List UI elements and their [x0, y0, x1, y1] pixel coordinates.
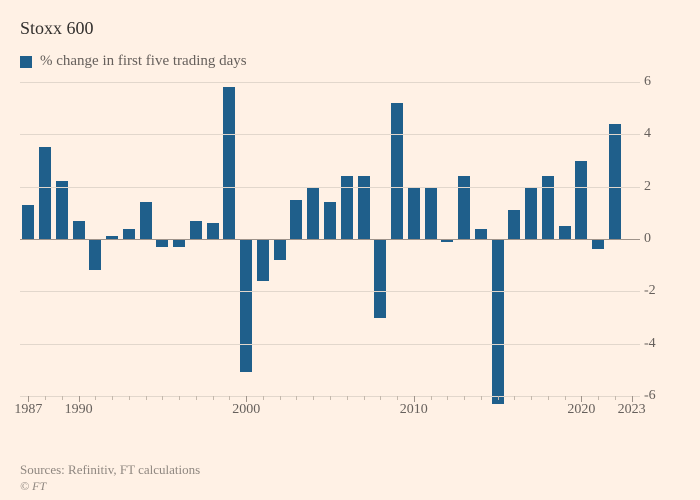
bar — [324, 202, 336, 239]
x-tick — [431, 396, 432, 400]
x-axis-label: 2000 — [232, 402, 260, 418]
x-tick — [615, 396, 616, 400]
grid-line — [20, 291, 640, 292]
y-axis-label: -2 — [644, 283, 672, 299]
x-tick — [330, 396, 331, 400]
y-axis-label: 2 — [644, 179, 672, 195]
bar — [240, 239, 252, 372]
x-tick — [565, 396, 566, 400]
bar — [190, 221, 202, 239]
x-tick — [263, 396, 264, 400]
x-axis-label: 2020 — [567, 402, 595, 418]
bar — [73, 221, 85, 239]
x-axis-label: 2010 — [400, 402, 428, 418]
bar — [89, 239, 101, 270]
x-tick — [296, 396, 297, 400]
grid-line — [20, 187, 640, 188]
bar — [156, 239, 168, 247]
x-axis-label: 1987 — [14, 402, 42, 418]
x-tick — [598, 396, 599, 400]
bar — [374, 239, 386, 318]
y-axis-label: 6 — [644, 74, 672, 90]
grid-line — [20, 82, 640, 83]
bar — [290, 200, 302, 239]
bar — [458, 176, 470, 239]
y-axis-label: -6 — [644, 388, 672, 404]
x-tick — [347, 396, 348, 400]
grid-line — [20, 344, 640, 345]
x-axis-label: 1990 — [65, 402, 93, 418]
bar — [56, 181, 68, 239]
bar — [39, 147, 51, 239]
bar — [492, 239, 504, 404]
source-text: Sources: Refinitiv, FT calculations — [20, 462, 200, 478]
x-tick — [481, 396, 482, 400]
bar — [609, 124, 621, 239]
x-tick — [229, 396, 230, 400]
bar — [223, 87, 235, 239]
x-tick — [364, 396, 365, 400]
grid-line — [20, 239, 640, 240]
y-axis-label: 0 — [644, 231, 672, 247]
x-tick — [464, 396, 465, 400]
bar — [559, 226, 571, 239]
x-tick — [146, 396, 147, 400]
grid-line — [20, 134, 640, 135]
x-tick — [129, 396, 130, 400]
x-tick — [112, 396, 113, 400]
x-tick — [280, 396, 281, 400]
x-tick — [380, 396, 381, 400]
x-axis-label: 2023 — [618, 402, 646, 418]
bar — [341, 176, 353, 239]
x-tick — [313, 396, 314, 400]
bar — [274, 239, 286, 260]
bar — [257, 239, 269, 281]
bar — [358, 176, 370, 239]
x-tick — [62, 396, 63, 400]
legend-swatch — [20, 56, 32, 68]
copyright-text: © FT — [20, 479, 46, 494]
bar — [207, 223, 219, 239]
bar — [307, 187, 319, 239]
x-tick — [548, 396, 549, 400]
x-tick — [514, 396, 515, 400]
bar — [575, 161, 587, 240]
bar — [525, 187, 537, 239]
x-tick — [213, 396, 214, 400]
x-tick — [179, 396, 180, 400]
x-tick — [162, 396, 163, 400]
bar — [408, 187, 420, 239]
chart: -6-4-20246 198719902000201020202023 — [20, 82, 680, 432]
chart-title: Stoxx 600 — [20, 18, 680, 39]
legend: % change in first five trading days — [20, 53, 680, 70]
bar — [173, 239, 185, 247]
x-tick — [498, 396, 499, 400]
bar — [391, 103, 403, 239]
x-tick — [196, 396, 197, 400]
x-tick — [45, 396, 46, 400]
x-tick — [397, 396, 398, 400]
bar — [508, 210, 520, 239]
bar — [22, 205, 34, 239]
bar — [592, 239, 604, 249]
x-tick — [531, 396, 532, 400]
bar — [123, 229, 135, 239]
bar — [542, 176, 554, 239]
x-tick — [447, 396, 448, 400]
legend-label: % change in first five trading days — [40, 53, 247, 70]
bar — [140, 202, 152, 239]
bar — [425, 187, 437, 239]
bar — [475, 229, 487, 239]
y-axis-label: -4 — [644, 336, 672, 352]
y-axis-label: 4 — [644, 126, 672, 142]
x-tick — [95, 396, 96, 400]
